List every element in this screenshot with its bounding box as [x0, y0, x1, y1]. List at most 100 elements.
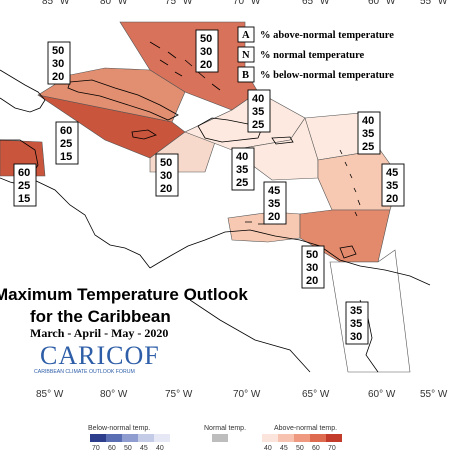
prob-normal: 25	[18, 180, 30, 192]
colorbar-below-swatch-2	[122, 434, 138, 442]
legend-label: % above-normal temperature	[260, 30, 394, 41]
coastlines	[0, 41, 431, 373]
lon-label-85: 85° W	[42, 0, 70, 7]
prob-above: 50	[306, 249, 318, 261]
colorbar-below-tick-3: 45	[140, 445, 148, 450]
colorbar-below-swatch-4	[154, 434, 170, 442]
lon-label-65: 65° W	[302, 0, 330, 7]
jamaica-outline	[131, 129, 157, 140]
colorbar-below-swatches	[90, 434, 170, 442]
colorbar-below-swatch-1	[106, 434, 122, 442]
colorbar-below-tick-1: 60	[108, 445, 116, 450]
colorbar-normal-label: Normal temp.	[204, 425, 246, 432]
colorbar-above-swatch-0	[262, 434, 278, 442]
colorbar-above-tick-4: 70	[328, 445, 336, 450]
lon-label-85-bottom: 85° W	[36, 389, 64, 400]
prob-above: 60	[60, 125, 72, 137]
prob-above: 45	[386, 167, 398, 179]
prob-box-jamaica: 50 30 20	[155, 153, 179, 197]
lon-label-70: 70° W	[233, 0, 261, 7]
lon-label-60-bottom: 60° W	[368, 389, 396, 400]
colorbar-below-tick-4: 40	[156, 445, 164, 450]
lon-label-70-bottom: 70° W	[233, 389, 261, 400]
venezuela-interior	[189, 299, 311, 373]
prob-box-guianas: 35 35 30	[345, 301, 369, 345]
prob-above: 35	[350, 305, 362, 317]
colorbar-below-swatch-0	[90, 434, 106, 442]
south-america-north-coast	[149, 229, 431, 286]
colorbar-above-label: Above-normal temp.	[274, 425, 337, 432]
lon-label-80: 80° W	[100, 0, 128, 7]
colorbar-below-label: Below-normal temp.	[88, 425, 150, 432]
florida-coast	[0, 69, 46, 113]
colorbar-above-tick-0: 40	[264, 445, 272, 450]
prob-below: 30	[350, 331, 362, 343]
central-america-coast	[29, 177, 151, 269]
puerto-rico-outline	[271, 136, 294, 145]
prob-box-cayman: 60 25 15	[55, 121, 79, 165]
prob-below: 20	[200, 59, 212, 71]
lesser-antilles	[339, 149, 361, 217]
colorbar-below-tick-2: 50	[124, 445, 132, 450]
prob-box-bahamas: 50 30 20	[195, 29, 219, 73]
map-title-line1: Maximum Temperature Outlook	[0, 285, 248, 304]
colorbar-above-swatch-1	[278, 434, 294, 442]
prob-below: 20	[160, 183, 172, 195]
map-title-line2: for the Caribbean	[30, 307, 171, 326]
lon-label-75: 75° W	[165, 0, 193, 7]
logo-wordmark: CARICOF	[40, 341, 160, 370]
trinidad-outline	[339, 245, 357, 259]
legend-item-above: A % above-normal temperature	[237, 26, 394, 43]
prob-box-hispaniola: 40 35 25	[247, 89, 271, 133]
prob-normal: 35	[362, 128, 374, 140]
map-period: March - April - May - 2020	[30, 326, 168, 340]
region-guianas	[329, 249, 411, 373]
prob-below: 20	[386, 193, 398, 205]
colorbar: Below-normal temp. Normal temp. Above-no…	[88, 425, 342, 450]
prob-below: 25	[362, 141, 374, 153]
prob-below: 15	[60, 151, 72, 163]
prob-box-belize: 60 25 15	[13, 163, 37, 207]
prob-box-windward: 45 35 20	[381, 163, 405, 207]
prob-normal: 30	[160, 170, 172, 182]
cuba-outline	[67, 79, 179, 121]
prob-normal: 35	[350, 318, 362, 330]
legend-item-normal: N % normal temperature	[237, 46, 365, 63]
prob-below: 15	[18, 193, 30, 205]
prob-box-puerto-rico: 40 35 25	[231, 147, 255, 191]
prob-box-abc: 45 35 20	[263, 181, 287, 225]
colorbar-above-ticks: 40 45 50 60 70	[264, 445, 336, 450]
prob-normal: 35	[268, 198, 280, 210]
legend-label: % below-normal temperature	[260, 70, 394, 81]
lon-label-65-bottom: 65° W	[302, 389, 330, 400]
prob-below: 20	[52, 71, 64, 83]
colorbar-above-swatches	[262, 434, 342, 442]
prob-above: 40	[252, 93, 264, 105]
colorbar-above-swatch-3	[310, 434, 326, 442]
title-block: Maximum Temperature Outlook for the Cari…	[0, 285, 248, 340]
prob-above: 45	[268, 185, 280, 197]
legend-key: N	[242, 50, 250, 61]
lon-label-75-bottom: 75° W	[165, 389, 193, 400]
colorbar-above-swatch-2	[294, 434, 310, 442]
caricof-logo: CARICOF CARIBBEAN CLIMATE OUTLOOK FORUM	[34, 341, 160, 375]
prob-normal: 25	[60, 138, 72, 150]
prob-below: 20	[268, 211, 280, 223]
legend: A % above-normal temperature N % normal …	[237, 26, 394, 83]
prob-below: 20	[306, 275, 318, 287]
legend-label: % normal temperature	[260, 50, 365, 61]
prob-normal: 35	[252, 106, 264, 118]
prob-box-leeward: 40 35 25	[357, 111, 381, 155]
logo-subtitle: CARIBBEAN CLIMATE OUTLOOK FORUM	[34, 369, 135, 375]
prob-below: 25	[252, 119, 264, 131]
colorbar-below-swatch-3	[138, 434, 154, 442]
lon-label-55: 55° W	[420, 0, 448, 7]
prob-normal: 35	[236, 164, 248, 176]
prob-box-cuba: 50 30 20	[47, 41, 71, 85]
colorbar-below-tick-0: 70	[92, 445, 100, 450]
lon-label-55-bottom: 55° W	[420, 389, 448, 400]
legend-key: B	[242, 70, 249, 81]
prob-above: 40	[362, 115, 374, 127]
bahamas-islands	[149, 41, 221, 91]
